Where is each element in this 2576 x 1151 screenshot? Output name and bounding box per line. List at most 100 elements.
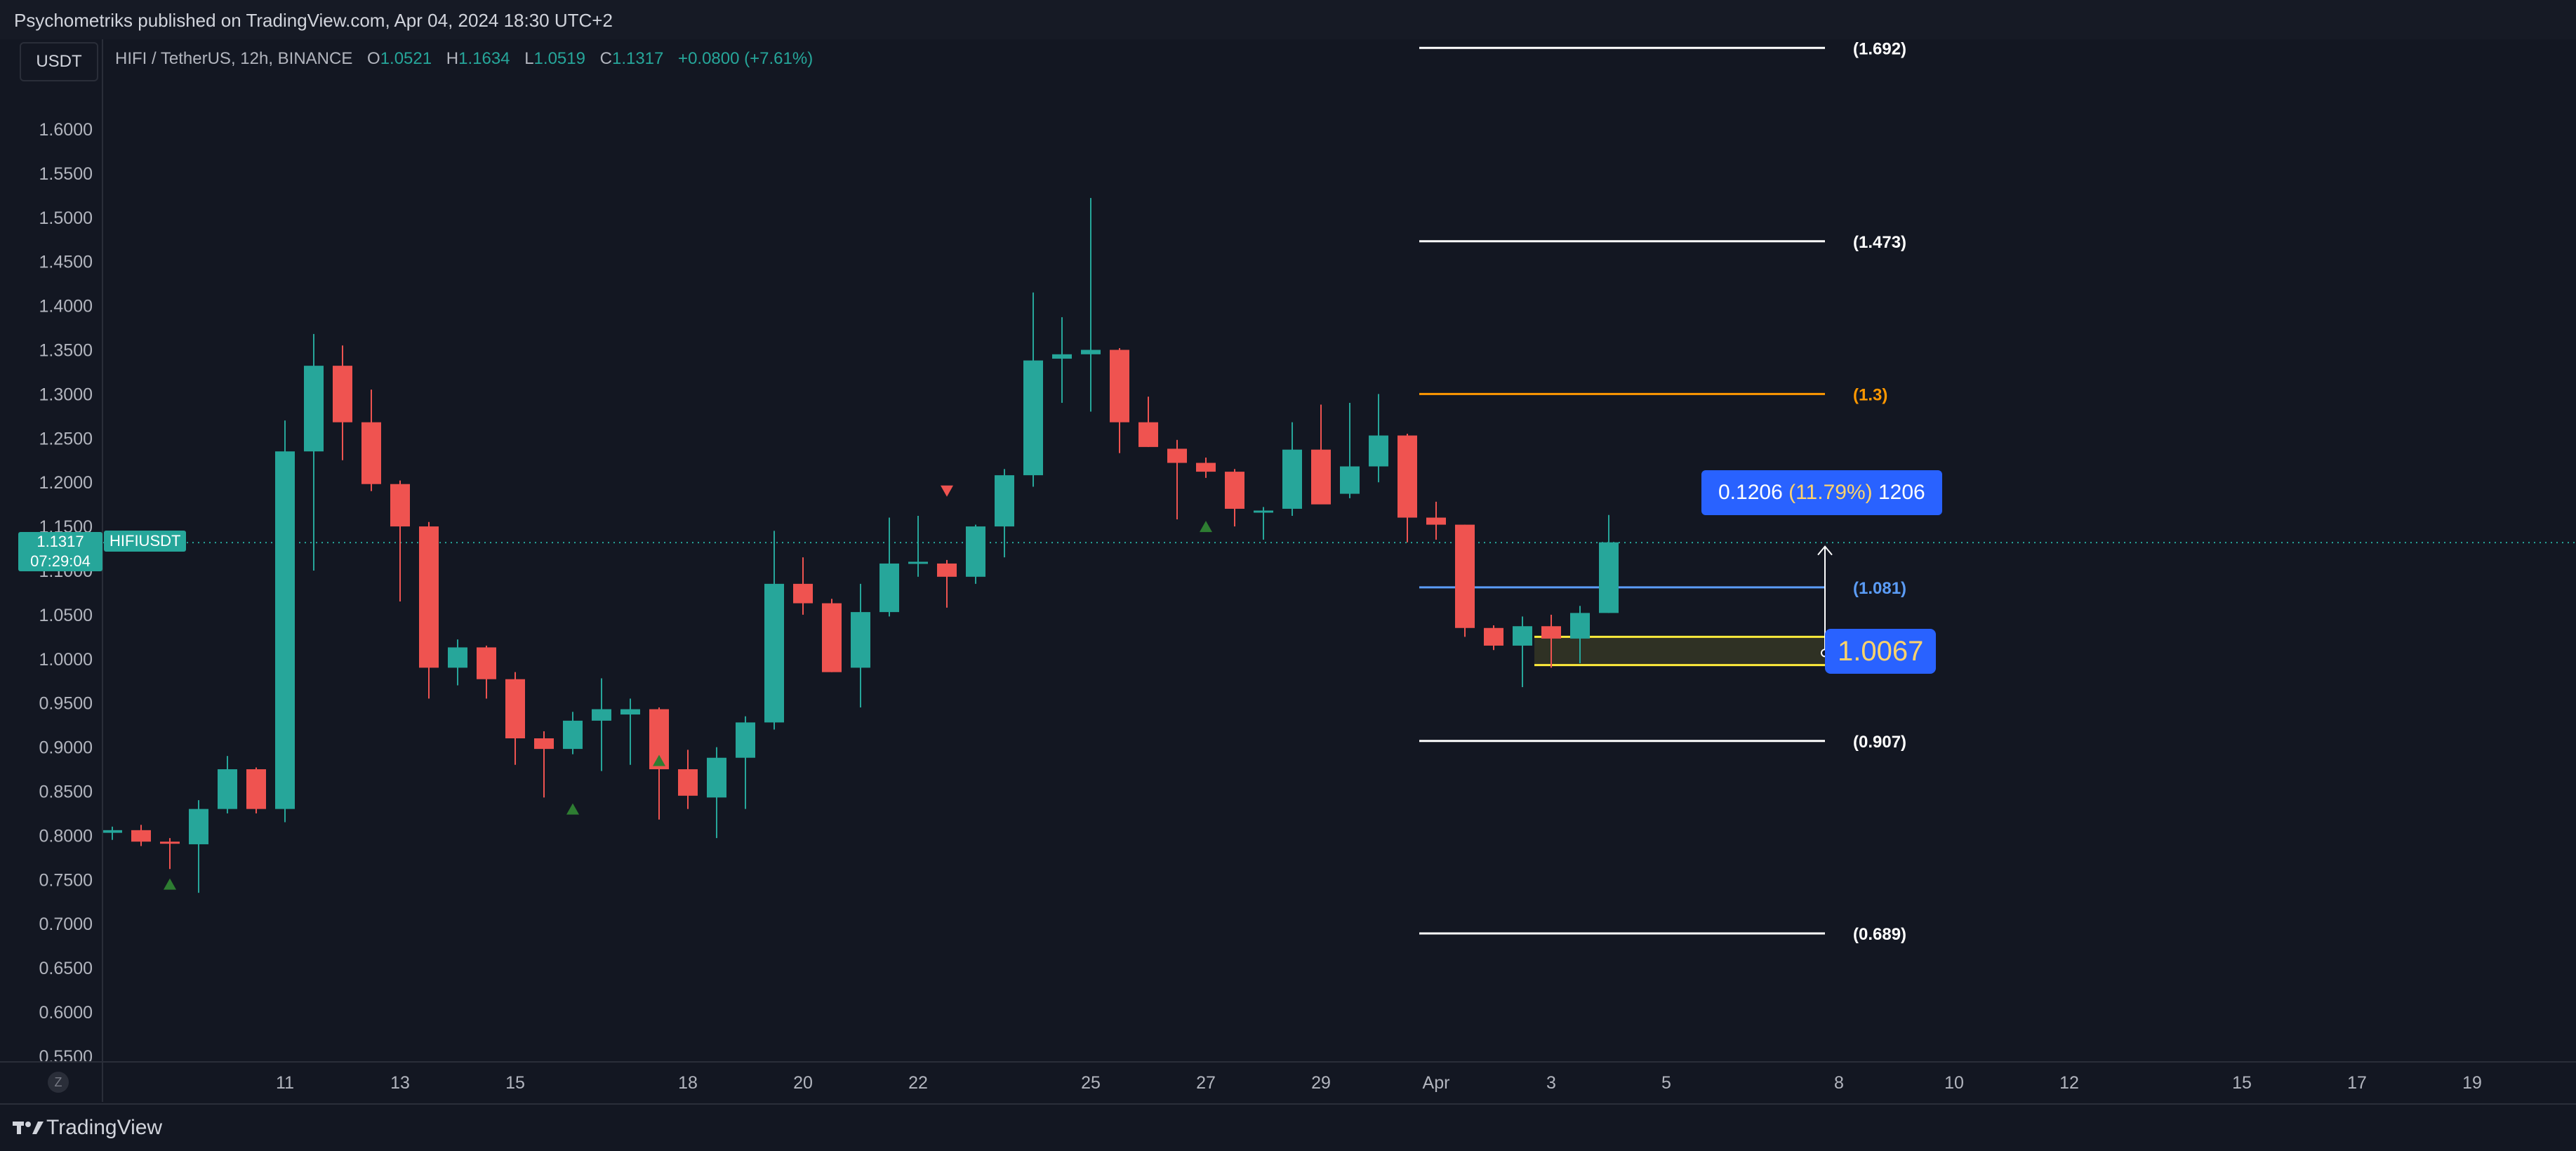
- candle-body: [1455, 524, 1475, 628]
- fib-level-label: (1.3): [1853, 385, 1887, 404]
- candle-body: [419, 526, 439, 668]
- y-tick-label: 1.5500: [39, 164, 93, 184]
- zone-fill: [1534, 637, 1825, 665]
- open-label: O: [367, 49, 380, 68]
- candle-body: [1081, 350, 1101, 354]
- open-value: 1.0521: [380, 49, 432, 68]
- fib-extension-levels: (1.692) (1.473) (1.3) (1.081) (0.907) (0.689): [1419, 39, 1906, 944]
- candle-body: [1369, 435, 1388, 467]
- price-zone: [1534, 635, 1825, 667]
- candle-body: [937, 563, 957, 577]
- y-tick-label: 1.3000: [39, 385, 93, 404]
- low-value: 1.0519: [533, 49, 585, 68]
- candle-body: [1023, 360, 1043, 476]
- x-tick-label: 20: [793, 1073, 813, 1093]
- candle-body: [1570, 613, 1590, 639]
- candle-body: [218, 769, 237, 809]
- x-tick-label: 25: [1081, 1073, 1101, 1093]
- candle-body: [505, 679, 525, 739]
- symbol-description[interactable]: HIFI / TetherUS, 12h, BINANCE: [115, 49, 353, 68]
- buy-signal-marker: [653, 754, 665, 766]
- measure-value: 0.1206: [1718, 481, 1783, 504]
- low-label: L: [524, 49, 534, 68]
- fib-level-label: (0.689): [1853, 925, 1906, 944]
- y-tick-label: 1.4500: [39, 253, 93, 272]
- fib-level-label: (1.081): [1853, 579, 1906, 598]
- bar-countdown: 07:29:04: [30, 552, 91, 570]
- candle-body: [822, 603, 842, 672]
- symbol-legend: HIFI / TetherUS, 12h, BINANCE O1.0521 H1…: [115, 49, 813, 69]
- fib-level-label: (0.907): [1853, 733, 1906, 752]
- price-axis-border: [102, 39, 103, 1102]
- symbol-tag: HIFIUSDT: [104, 531, 187, 552]
- candle-body: [563, 720, 583, 750]
- y-tick-label: 1.4000: [39, 297, 93, 317]
- candle-body: [1254, 510, 1273, 513]
- candle-body: [966, 526, 985, 577]
- candle-body: [333, 366, 352, 423]
- candle-body: [1397, 435, 1417, 518]
- x-tick-label: 11: [276, 1073, 294, 1093]
- candle-body: [707, 757, 726, 798]
- time-axis-border: [0, 1061, 2576, 1063]
- x-tick-label: 18: [678, 1073, 698, 1093]
- x-tick-label: 8: [1834, 1073, 1844, 1093]
- candle-body: [477, 647, 496, 679]
- candle-body: [1167, 448, 1187, 463]
- z-order-button[interactable]: Z: [48, 1072, 69, 1093]
- currency-button[interactable]: USDT: [20, 42, 98, 81]
- candle-body: [102, 830, 122, 833]
- candle-body: [1052, 354, 1072, 359]
- published-text: Psychometriks published on TradingView.c…: [14, 10, 613, 31]
- x-tick-label: 15: [2232, 1073, 2252, 1093]
- candle-body: [390, 484, 410, 527]
- cursor-price-label: 1.0067: [1825, 629, 1937, 674]
- y-tick-label: 1.5000: [39, 208, 93, 228]
- measure-label: 0.1206 (11.79%) 1206: [1701, 470, 1942, 515]
- candle-body: [1138, 422, 1158, 447]
- candle-body: [275, 451, 295, 809]
- last-price-tag: 1.1317 07:29:04: [18, 532, 102, 571]
- y-tick-label: 1.2000: [39, 473, 93, 493]
- x-tick-label: 27: [1196, 1073, 1216, 1093]
- brand-name[interactable]: TradingView: [46, 1116, 163, 1139]
- candle-body: [1541, 626, 1561, 639]
- y-tick-label: 0.7500: [39, 870, 93, 890]
- candle-body: [1340, 466, 1360, 494]
- measure-ticks: 1206: [1878, 481, 1925, 504]
- x-tick-label: 10: [1944, 1073, 1964, 1093]
- signal-markers: [164, 485, 1212, 890]
- x-tick-label: 5: [1661, 1073, 1671, 1093]
- candle-body: [131, 830, 151, 842]
- y-tick-label: 0.6000: [39, 1003, 93, 1023]
- candle-body: [1513, 626, 1532, 646]
- time-axis: 11 13 15 18 20 22 25 27 29 Apr 3 5 8 10 12 15 17 19: [276, 1073, 2482, 1093]
- candle-body: [793, 583, 813, 604]
- y-tick-label: 1.0000: [39, 650, 93, 670]
- y-tick-label: 0.8000: [39, 826, 93, 846]
- y-tick-label: 0.7000: [39, 914, 93, 934]
- candle-body: [1426, 517, 1446, 525]
- candle-body: [1282, 449, 1302, 509]
- candle-body: [678, 769, 698, 796]
- candle-body: [448, 647, 467, 668]
- candle-body: [1484, 627, 1503, 646]
- x-tick-label: 29: [1311, 1073, 1331, 1093]
- x-tick-label: 22: [908, 1073, 928, 1093]
- candle-body: [304, 366, 324, 452]
- buy-signal-marker: [566, 803, 579, 815]
- tradingview-logo-icon: [13, 1122, 44, 1134]
- fib-level-label: (1.473): [1853, 233, 1906, 252]
- x-tick-label: 13: [390, 1073, 410, 1093]
- sell-signal-marker: [941, 485, 953, 497]
- y-tick-label: 1.0500: [39, 606, 93, 625]
- measure-percent: (11.79%): [1788, 481, 1873, 504]
- candle-body: [851, 612, 870, 668]
- candle-body: [620, 709, 640, 715]
- candle-body: [995, 475, 1014, 527]
- y-tick-label: 1.6000: [39, 120, 93, 140]
- y-tick-label: 0.5500: [39, 1047, 93, 1067]
- buy-signal-marker: [1200, 521, 1212, 533]
- candle-body: [908, 561, 928, 564]
